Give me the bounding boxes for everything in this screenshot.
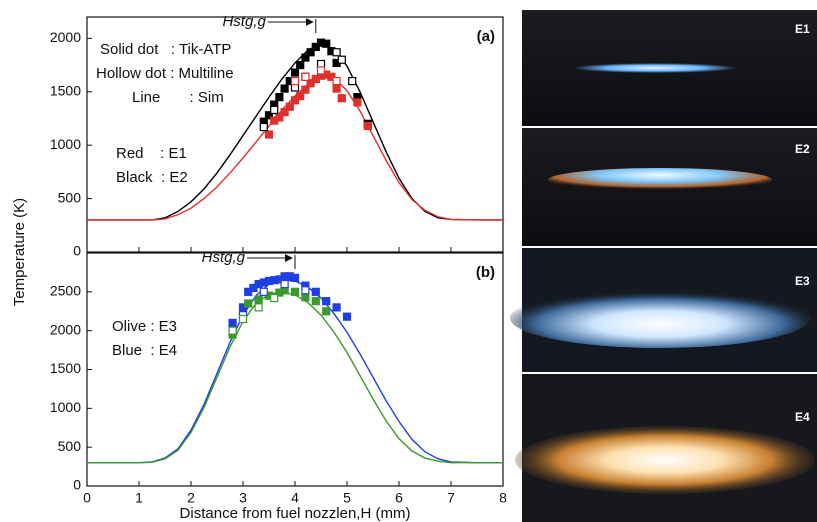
sim-line: [87, 76, 503, 221]
filled-point: [290, 96, 300, 105]
filled-point: [322, 39, 331, 48]
filled-point: [342, 312, 352, 321]
filled-point: [363, 121, 372, 131]
sim-line: [87, 279, 503, 464]
filled-point: [290, 287, 300, 296]
filled-point: [280, 107, 289, 117]
filled-point: [301, 85, 310, 94]
y-tick-label: 1000: [50, 399, 81, 415]
filled-point: [275, 113, 284, 122]
filled-point: [332, 84, 341, 93]
flame: [515, 426, 815, 494]
filled-point: [290, 273, 300, 282]
filled-point: [301, 293, 310, 302]
y-tick-label: 500: [58, 438, 82, 454]
flame: [548, 168, 772, 192]
hollow-point: [259, 287, 268, 296]
legend-note: Red : E1: [116, 145, 187, 162]
filled-point: [332, 303, 341, 312]
hollow-point: [270, 105, 279, 115]
hollow-point: [316, 66, 326, 75]
filled-point: [280, 84, 289, 93]
legend-note: Line : Sim: [132, 89, 224, 106]
flame: [573, 63, 737, 73]
flame: [510, 288, 810, 348]
panel-label: (b): [476, 264, 495, 281]
hollow-point: [259, 122, 268, 132]
hollow-point: [280, 279, 289, 289]
filled-point: [322, 307, 331, 316]
filled-point: [311, 297, 320, 306]
filled-point: [264, 111, 274, 120]
y-tick-label: 1500: [50, 360, 81, 376]
image-label: E3: [795, 274, 810, 288]
image-label: E1: [795, 22, 810, 36]
hstg-label: Hstg,g: [202, 249, 246, 266]
filled-point: [311, 287, 320, 296]
y-tick-label: 500: [58, 189, 82, 205]
hollow-point: [254, 303, 263, 312]
flame-images: E1 E2 E3 E4: [510, 10, 817, 522]
x-tick-label: 8: [499, 490, 507, 506]
image-label: E4: [795, 410, 810, 424]
image-label: E2: [795, 142, 810, 156]
filled-point: [296, 60, 305, 70]
filled-point: [285, 102, 294, 111]
panel-label: (a): [477, 28, 495, 45]
hstg-label: Hstg,g: [222, 13, 266, 30]
y-tick-label: 0: [73, 243, 81, 259]
filled-point: [275, 93, 284, 102]
y-tick-label: 1000: [50, 136, 81, 152]
x-tick-label: 2: [187, 490, 195, 506]
hollow-point: [332, 48, 341, 57]
hollow-point: [348, 76, 357, 86]
hollow-point: [238, 314, 248, 324]
legend-note: Hollow dot : Multiline: [96, 65, 234, 82]
hollow-point: [290, 76, 300, 86]
y-axis-label: Temperature (K): [11, 198, 28, 306]
filled-point: [264, 130, 274, 139]
x-tick-label: 5: [343, 490, 351, 506]
filled-point: [337, 94, 346, 103]
filled-point: [322, 297, 331, 306]
x-tick-label: 3: [239, 490, 247, 506]
y-tick-label: 0: [73, 477, 81, 493]
hollow-point: [337, 55, 346, 64]
x-tick-label: 7: [447, 490, 455, 506]
filled-point: [228, 318, 237, 327]
x-tick-label: 1: [135, 490, 143, 506]
x-tick-label: 4: [291, 490, 299, 506]
y-tick-label: 1500: [50, 82, 81, 98]
legend-note: Black : E2: [116, 169, 188, 186]
hollow-point: [270, 293, 279, 303]
filled-point: [327, 72, 336, 81]
legend-note: Solid dot : Tik-ATP: [100, 41, 231, 58]
filled-point: [296, 91, 305, 101]
hollow-point: [301, 72, 310, 81]
legend-note: Blue : E4: [112, 342, 177, 359]
filled-point: [306, 79, 315, 88]
filled-point: [244, 299, 253, 308]
filled-point: [301, 53, 310, 62]
filled-point: [311, 42, 320, 52]
filled-point: [290, 68, 300, 77]
filled-point: [306, 48, 315, 57]
y-tick-label: 2000: [50, 29, 81, 45]
hollow-point: [332, 76, 341, 86]
filled-point: [254, 295, 263, 304]
filled-point: [353, 98, 362, 107]
x-tick-label: 0: [83, 490, 91, 506]
y-tick-label: 2000: [50, 321, 81, 337]
hollow-point: [228, 326, 237, 335]
y-tick-label: 2500: [50, 283, 81, 299]
x-tick-label: 6: [395, 490, 403, 506]
x-axis-label: Distance from fuel nozzlen,H (mm): [180, 505, 411, 522]
legend-note: Olive : E3: [112, 318, 177, 335]
hollow-point: [301, 286, 310, 295]
